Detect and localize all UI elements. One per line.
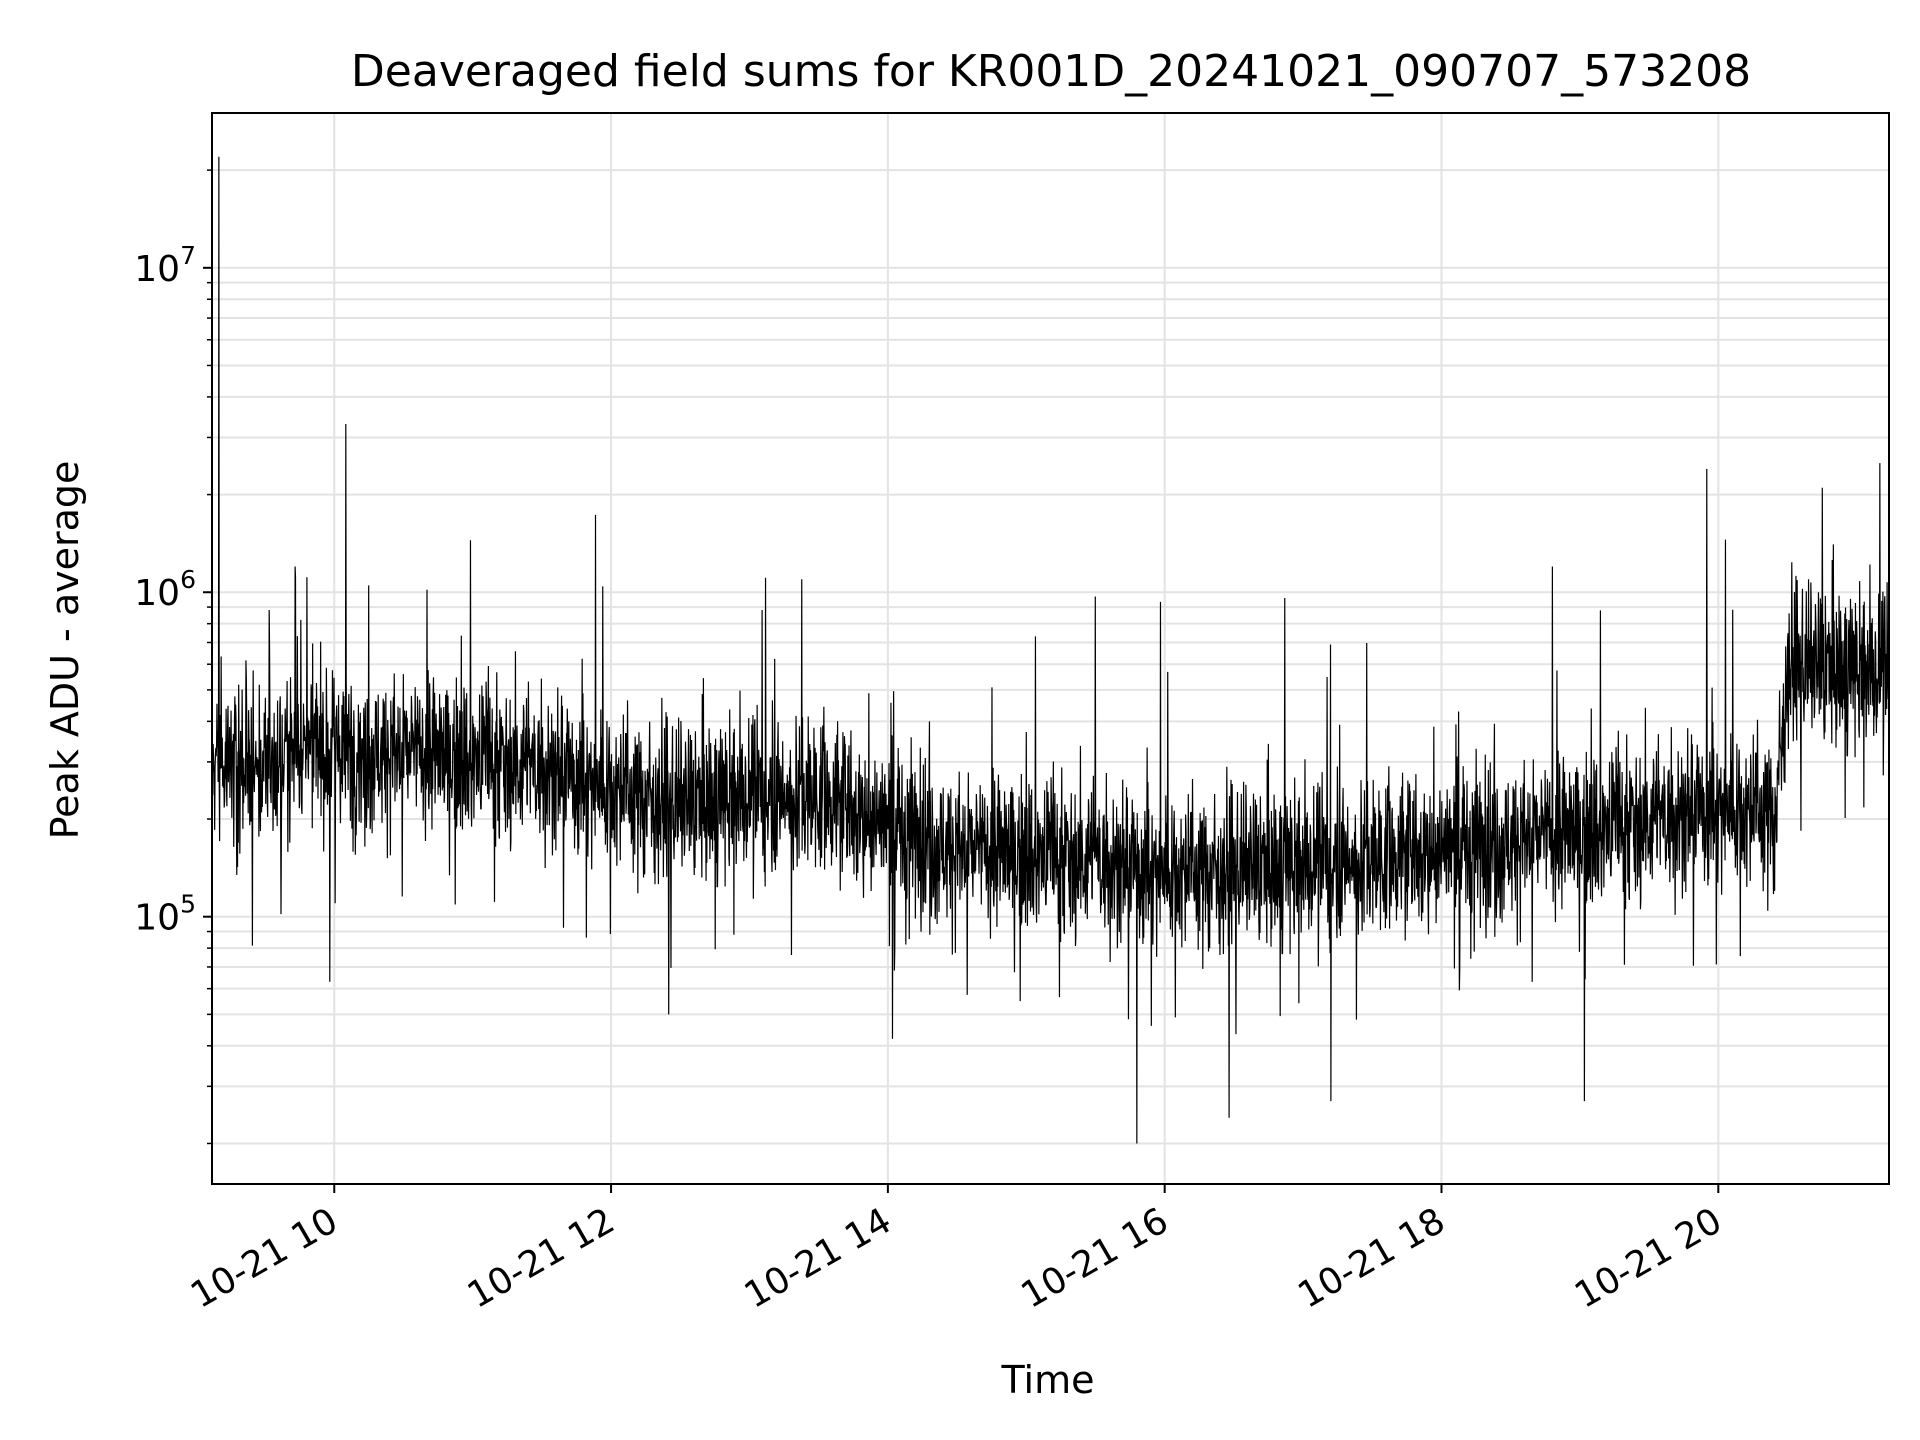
y-axis-label: Peak ADU - average — [43, 461, 87, 840]
grid-layer — [212, 113, 1889, 1184]
series-line — [212, 156, 1889, 1144]
x-axis-label: Time — [1001, 1358, 1095, 1402]
plot-area — [212, 113, 1889, 1184]
plot-frame — [211, 112, 1890, 1185]
chart-title: Deaveraged field sums for KR001D_2024102… — [351, 46, 1751, 97]
y-tick-label: 106 — [134, 565, 196, 614]
y-tick-label: 105 — [134, 890, 196, 939]
y-tick-label: 107 — [134, 241, 196, 290]
